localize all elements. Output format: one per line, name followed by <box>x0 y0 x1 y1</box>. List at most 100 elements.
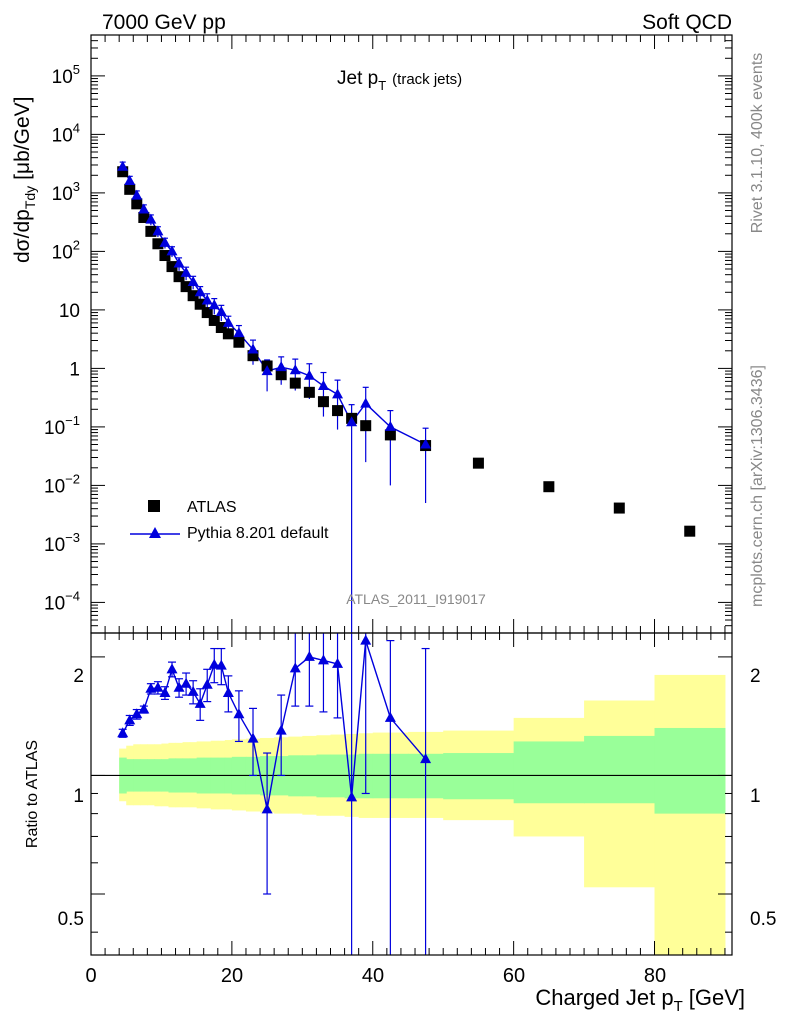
mc-point <box>180 266 192 277</box>
atlas-point <box>215 322 227 334</box>
xtick-40: 40 <box>362 965 384 987</box>
ratio-point <box>233 708 245 719</box>
main-plot: 10−4 10−3 10−2 10−1 1 10 102 103 104 105 Jet pT (t… <box>11 34 733 634</box>
mc-point <box>187 275 199 286</box>
ratio-point <box>117 727 129 738</box>
atlas-point <box>384 429 396 441</box>
mcplots-note: mcplots.cern.ch [arXiv:1306.3436] <box>749 365 766 607</box>
ratio-plot-frame <box>90 632 733 956</box>
atlas-point <box>289 377 301 389</box>
band-inner <box>584 735 656 804</box>
ratio-point <box>275 724 287 735</box>
mc-point <box>346 416 358 427</box>
ytick-label: 10 <box>59 301 80 322</box>
ratio-point <box>138 703 150 714</box>
mc-point <box>145 213 157 224</box>
mc-point <box>261 365 273 376</box>
mc-line <box>122 166 426 446</box>
ytick-label: 1 <box>69 359 80 380</box>
ratio-point <box>247 732 259 743</box>
ratio-point <box>215 659 227 670</box>
mc-point <box>317 380 329 391</box>
legend-atlas-marker <box>148 500 160 512</box>
atlas-point <box>233 336 245 348</box>
atlas-point <box>543 481 555 493</box>
band-outer <box>654 674 726 955</box>
mc-point <box>194 286 206 297</box>
ratio-ytick-right-0.5: 0.5 <box>750 909 776 930</box>
mc-point <box>360 397 372 408</box>
mc-point <box>215 306 227 317</box>
atlas-point <box>194 298 206 310</box>
ratio-point <box>303 650 315 661</box>
ratio-plot: 0.5 1 2 0.5 1 2 0 20 40 60 80 Ratio to A… <box>24 632 776 1015</box>
mc-point <box>247 343 259 354</box>
ratio-point <box>420 753 432 764</box>
ratio-point <box>289 662 301 673</box>
mc-point <box>303 369 315 380</box>
ratio-point <box>346 791 358 802</box>
ytick-label: 105 <box>52 62 80 88</box>
ratio-point <box>317 654 329 665</box>
legend: ATLAS Pythia 8.201 default <box>130 499 329 542</box>
mc-point <box>289 364 301 375</box>
ratio-ytick-right-2: 2 <box>750 666 761 687</box>
atlas-point <box>201 307 213 319</box>
mc-point <box>117 160 129 171</box>
ratio-point <box>261 803 273 814</box>
plot-title: Jet pT (track jets) <box>337 68 462 93</box>
ytick-label: 10−2 <box>44 471 80 497</box>
ratio-point <box>180 677 192 688</box>
xtick-80: 80 <box>644 965 666 987</box>
header-right: Soft QCD <box>642 11 732 34</box>
ytick-label: 104 <box>52 120 80 146</box>
atlas-point <box>152 238 164 250</box>
header-left: 7000 GeV pp <box>102 11 226 34</box>
atlas-point <box>332 405 344 417</box>
atlas-point <box>180 281 192 293</box>
mc-point <box>201 294 213 305</box>
ratio-y-axis-label: Ratio to ATLAS <box>24 740 41 848</box>
ratio-point <box>201 678 213 689</box>
atlas-point <box>187 290 199 302</box>
atlas-point <box>275 369 287 381</box>
mc-point <box>173 257 185 268</box>
ratio-point <box>187 685 199 696</box>
legend-pythia-marker <box>149 527 161 538</box>
ytick-label: 103 <box>52 179 80 205</box>
mc-point <box>166 245 178 256</box>
ratio-point <box>173 681 185 692</box>
ratio-point <box>332 657 344 668</box>
ytick-label: 102 <box>52 237 80 263</box>
ratio-ytick-0.5: 0.5 <box>58 909 84 930</box>
legend-atlas-label: ATLAS <box>187 499 237 516</box>
y-axis-label: dσ/dpTdy[μb/GeV] <box>11 97 38 264</box>
atlas-point <box>303 386 315 398</box>
main-plot-frame <box>90 34 733 634</box>
mc-point <box>420 438 432 449</box>
ratio-point <box>360 634 372 645</box>
x-axis-label: Charged Jet pT [GeV] <box>535 985 745 1015</box>
atlas-point <box>173 271 185 283</box>
atlas-point <box>222 328 234 340</box>
rivet-note: Rivet 3.1.10, 400k events <box>749 53 766 234</box>
mc-point <box>233 327 245 338</box>
ratio-point <box>131 708 143 719</box>
atlas-point <box>317 396 329 408</box>
atlas-point <box>145 225 157 237</box>
ratio-point <box>194 697 206 708</box>
atlas-point <box>472 457 484 469</box>
atlas-point <box>131 198 143 210</box>
ytick-label: 10−4 <box>44 588 80 614</box>
band-inner <box>443 753 515 800</box>
band-inner <box>654 727 726 814</box>
ratio-point <box>152 681 164 692</box>
ratio-point <box>166 663 178 674</box>
atlas-point <box>684 525 696 537</box>
xtick-0: 0 <box>85 965 96 987</box>
atlas-point <box>124 183 136 195</box>
atlas-point <box>117 166 129 178</box>
mc-point <box>208 299 220 310</box>
xtick-20: 20 <box>221 965 243 987</box>
